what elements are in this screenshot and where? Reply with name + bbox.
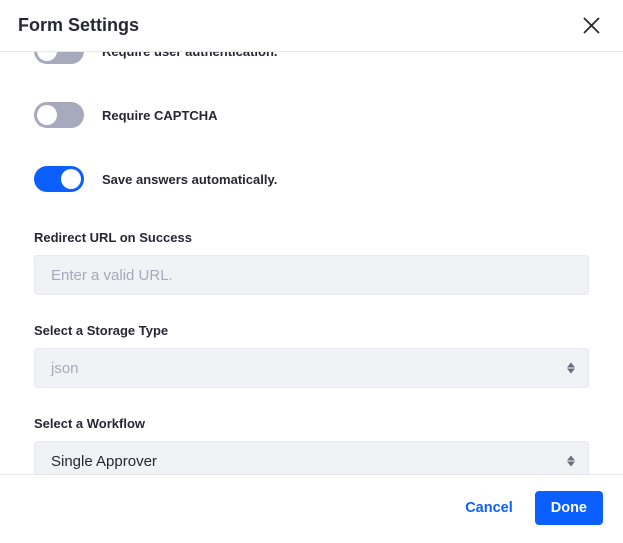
modal-body: Require user authentication. Require CAP… (0, 52, 623, 474)
close-icon (583, 17, 600, 34)
storage-label: Select a Storage Type (34, 323, 589, 338)
toggle-row-autosave: Save answers automatically. (34, 166, 589, 192)
modal-footer: Cancel Done (0, 474, 623, 543)
done-button[interactable]: Done (535, 491, 603, 525)
auth-toggle[interactable] (34, 52, 84, 64)
captcha-toggle-label: Require CAPTCHA (102, 108, 218, 123)
workflow-label: Select a Workflow (34, 416, 589, 431)
workflow-select[interactable]: Single Approver (34, 441, 589, 474)
captcha-toggle[interactable] (34, 102, 84, 128)
autosave-toggle[interactable] (34, 166, 84, 192)
toggle-row-auth: Require user authentication. (34, 52, 589, 64)
workflow-field-group: Select a Workflow Single Approver (34, 416, 589, 474)
storage-field-group: Select a Storage Type json (34, 323, 589, 388)
redirect-url-input[interactable] (34, 255, 589, 295)
form-settings-modal: Form Settings Require user authenticatio… (0, 0, 623, 543)
redirect-field-group: Redirect URL on Success (34, 230, 589, 295)
autosave-toggle-label: Save answers automatically. (102, 172, 277, 187)
modal-title: Form Settings (18, 15, 139, 36)
toggle-row-captcha: Require CAPTCHA (34, 102, 589, 128)
cancel-button[interactable]: Cancel (461, 492, 517, 524)
close-button[interactable] (577, 12, 605, 40)
redirect-label: Redirect URL on Success (34, 230, 589, 245)
modal-header: Form Settings (0, 0, 623, 52)
storage-type-select[interactable]: json (34, 348, 589, 388)
auth-toggle-label: Require user authentication. (102, 52, 278, 59)
